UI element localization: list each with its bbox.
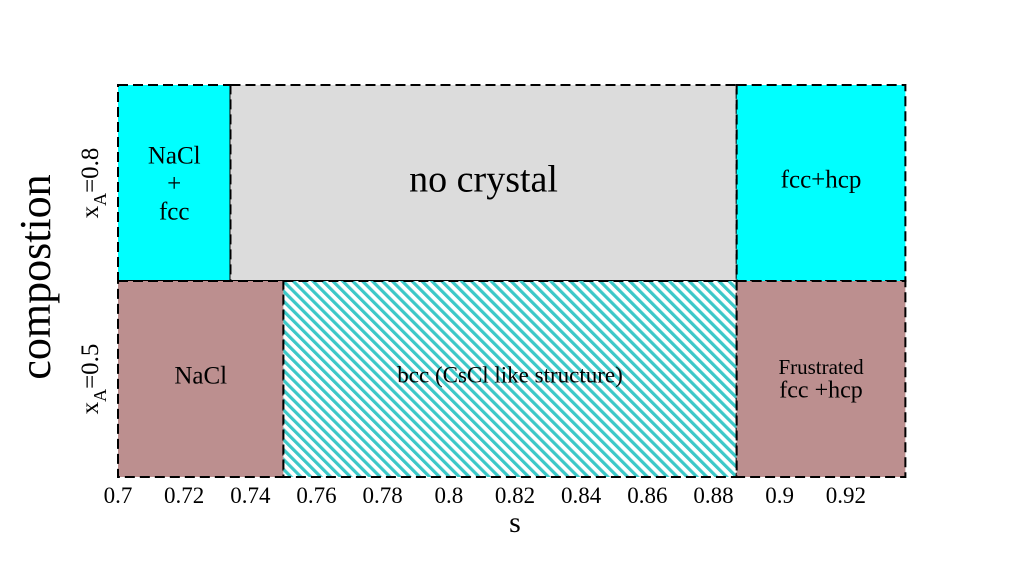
x-tick-label: 0.86 [627,483,667,508]
region-bottom-5 [735,280,907,478]
x-tick-label: 0.84 [561,483,602,508]
x-tick-label: 0.92 [826,483,866,508]
region-label: fcc+hcp [781,166,862,193]
region-label: fcc +hcp [779,378,862,404]
region-top-2 [735,84,907,282]
y-axis-title: compostion [11,174,60,379]
x-axis-title: s [509,506,521,539]
axis-layer: 0.7 0.72 0.74 0.76 0.78 0.8 0.82 0.84 0.86 0.88 0.… [11,148,866,539]
region-bottom-3 [117,280,285,478]
region-label: NaCl [148,142,201,169]
region-label: bcc (CsCl like structure) [397,363,622,388]
region-label: + [167,170,181,197]
x-tick-label: 0.8 [434,483,463,508]
x-tick-label: 0.7 [104,483,133,508]
x-tick-label: 0.74 [230,483,271,508]
region-label: NaCl [174,362,227,389]
region-top-0 [117,84,232,282]
x-tick-label: 0.88 [693,483,733,508]
regions-layer [117,84,907,478]
x-tick-label: 0.76 [296,483,336,508]
x-tick-label: 0.72 [164,483,204,508]
region-bottom-4 [282,280,738,478]
row-label-top: xA=0.8 [77,148,110,219]
region-label: Frustrated [778,355,864,379]
region-top-1 [229,84,738,282]
region-label: fcc [159,198,190,225]
x-tick-label: 0.78 [363,483,403,508]
x-tick-label: 0.9 [765,483,794,508]
row-label-bottom: xA=0.5 [77,344,110,415]
region-label: no crystal [409,159,558,201]
x-tick-label: 0.82 [495,483,535,508]
